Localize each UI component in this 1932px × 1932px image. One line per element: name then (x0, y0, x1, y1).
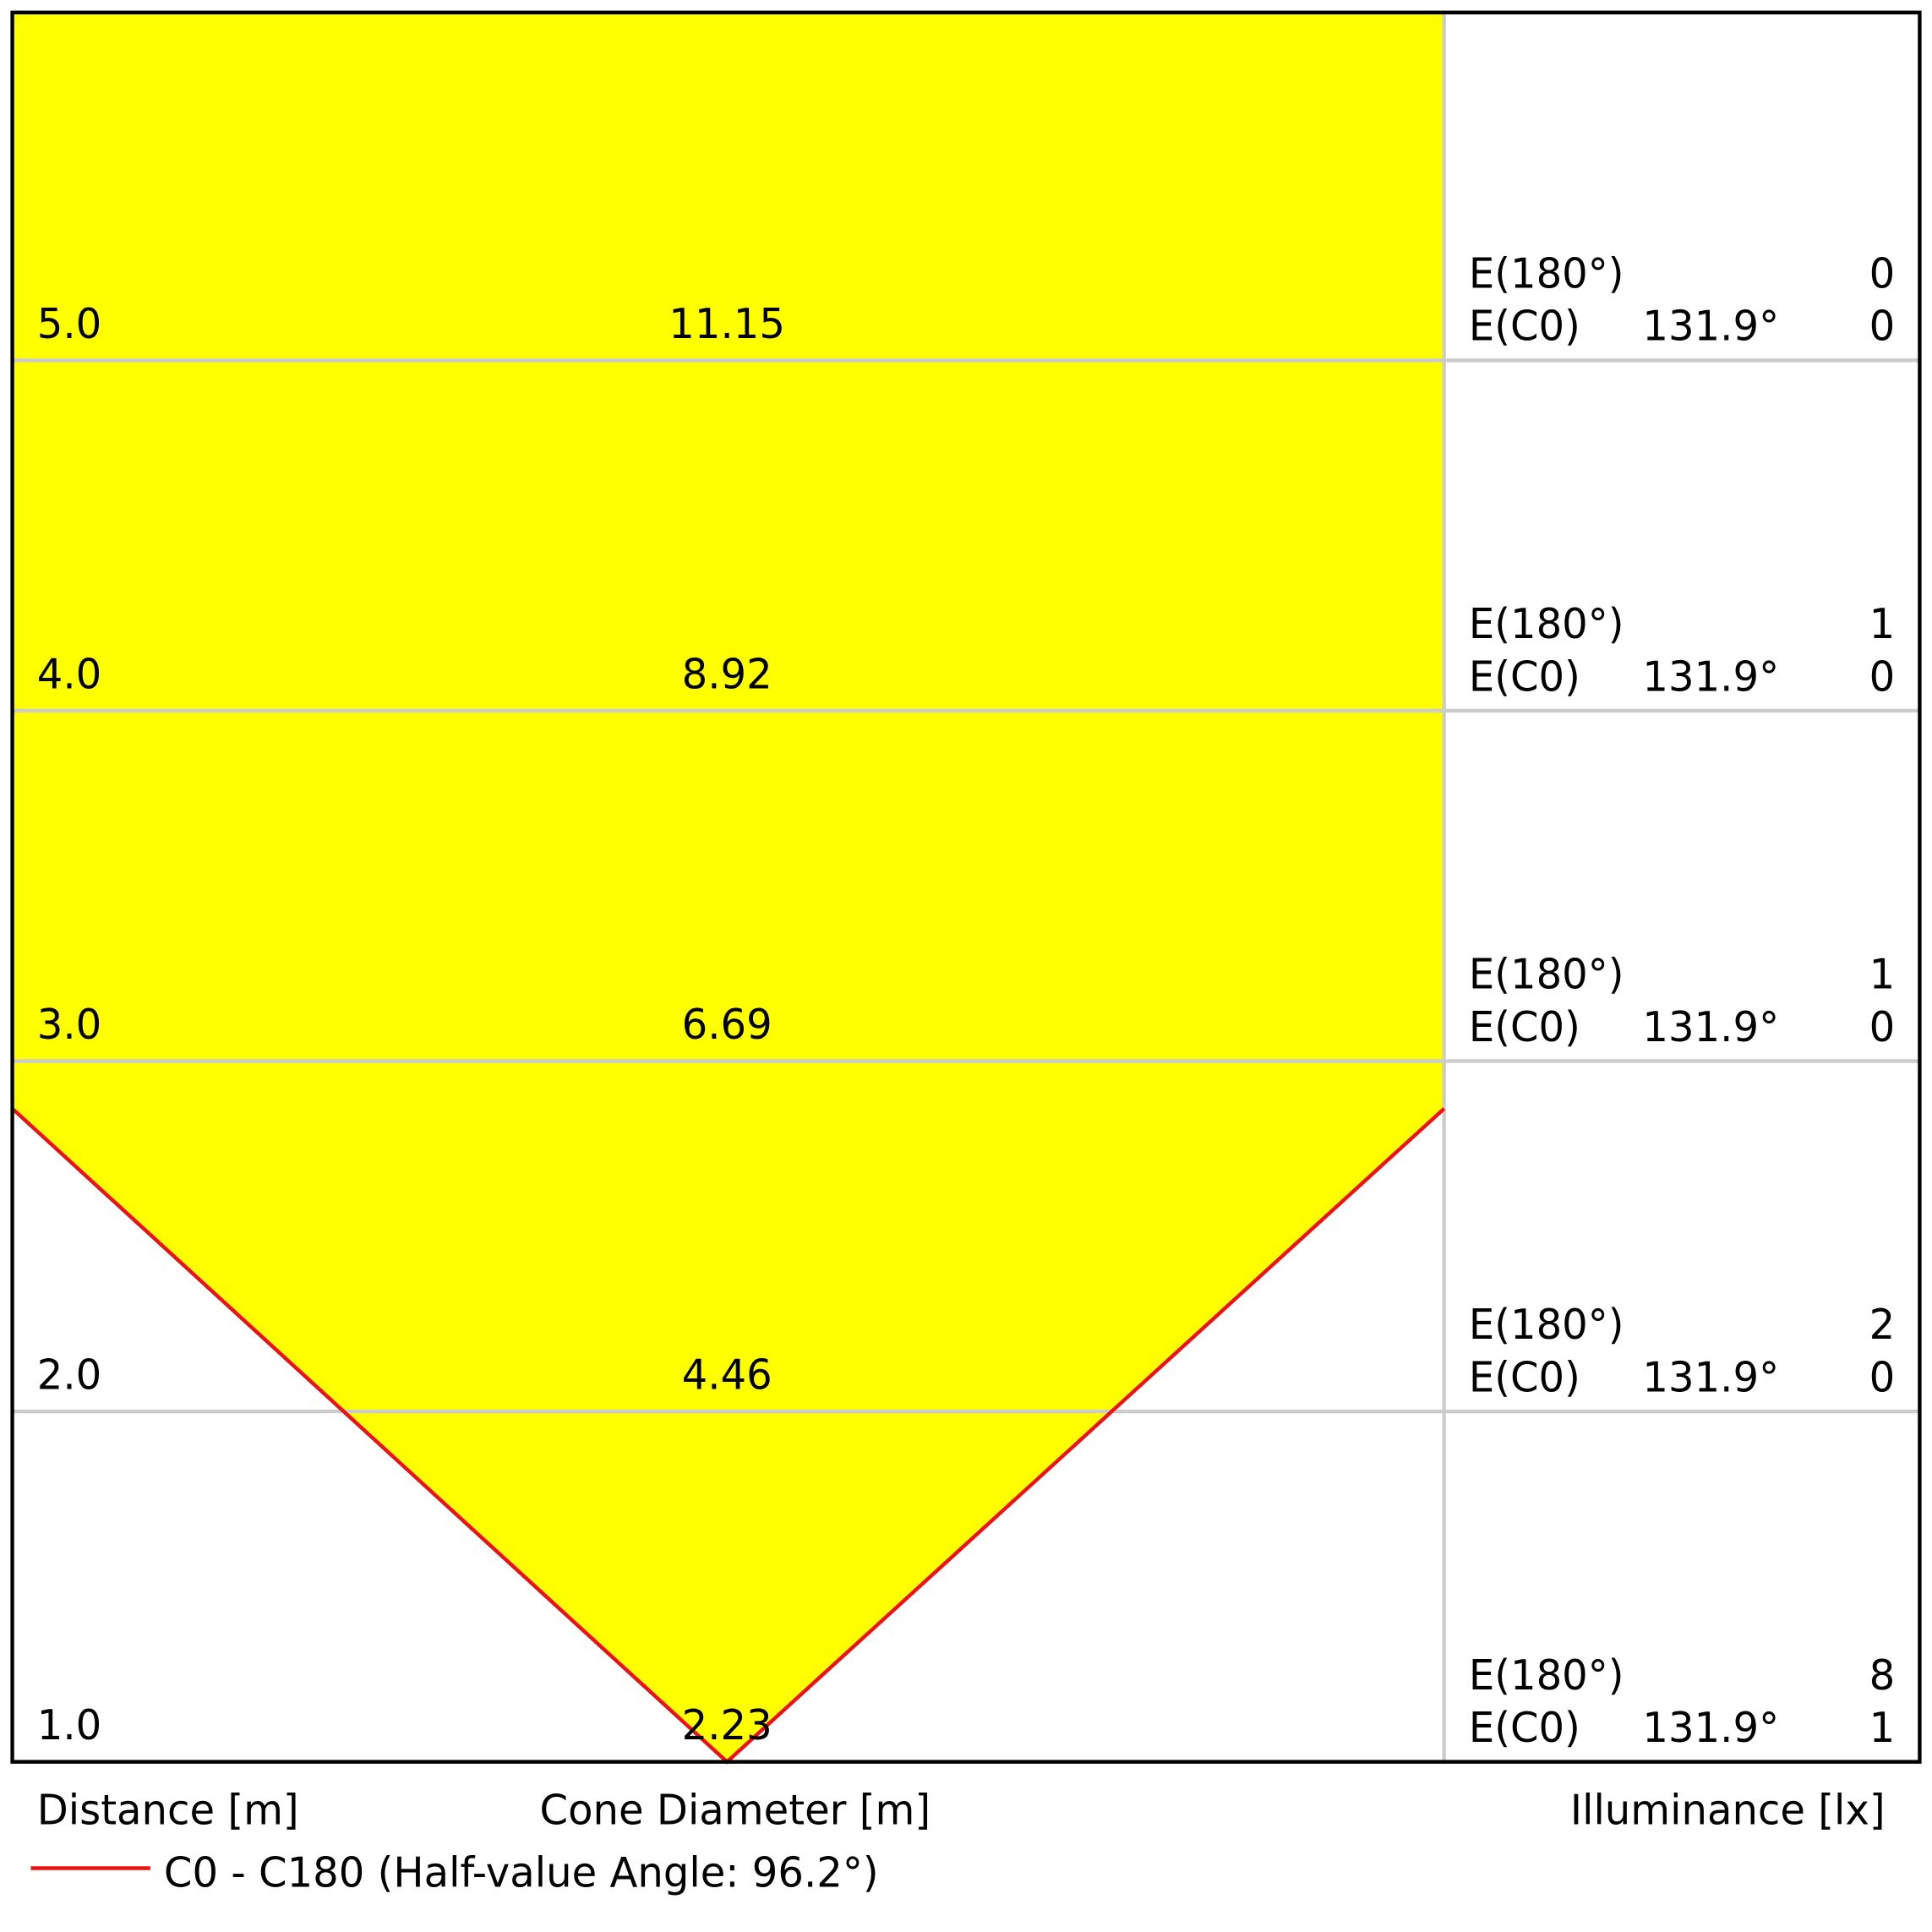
cone-diameter: 6.69 (682, 1001, 772, 1049)
ec0-angle: 131.9° (1642, 1705, 1779, 1752)
ec0-value: 0 (1869, 1354, 1896, 1401)
ec0-label: E(C0) (1469, 653, 1580, 701)
distance: 1.0 (37, 1702, 101, 1749)
ec0-value: 0 (1869, 653, 1896, 701)
cone-diameter: 11.15 (669, 300, 785, 347)
cone-diameter: 2.23 (682, 1702, 772, 1749)
ec0-label: E(C0) (1469, 1354, 1580, 1401)
diameter-label: Cone Diameter [m] (540, 1787, 931, 1834)
legend-label: C0 - C180 (Half-value Angle: 96.2°) (164, 1849, 879, 1897)
e180-value: 1 (1869, 601, 1896, 648)
illuminance-label: Illuminance [lx] (1570, 1787, 1886, 1834)
e180-label: E(180°) (1469, 1302, 1624, 1349)
e180-value: 0 (1869, 250, 1896, 297)
distance: 3.0 (37, 1001, 101, 1049)
distance: 2.0 (37, 1351, 101, 1399)
ec0-label: E(C0) (1469, 1705, 1580, 1752)
distance: 4.0 (37, 651, 101, 698)
ec0-value: 0 (1869, 303, 1896, 350)
ec0-angle: 131.9° (1642, 1003, 1779, 1051)
e180-label: E(180°) (1469, 951, 1624, 998)
ec0-label: E(C0) (1469, 1003, 1580, 1051)
frame (10, 10, 1922, 1764)
cone-fill (12, 12, 1444, 1762)
e180-value: 2 (1869, 1302, 1896, 1349)
e180-value: 1 (1869, 951, 1896, 998)
cone-diameter: 4.46 (682, 1351, 772, 1399)
ec0-value: 0 (1869, 1003, 1896, 1051)
e180-label: E(180°) (1469, 601, 1624, 648)
e180-value: 8 (1869, 1651, 1896, 1699)
e180-label: E(180°) (1469, 1651, 1624, 1699)
ec0-angle: 131.9° (1642, 1354, 1779, 1401)
row-lines (12, 12, 1920, 1762)
cone-diameter: 8.92 (682, 651, 772, 698)
ec0-angle: 131.9° (1642, 653, 1779, 701)
ec0-value: 1 (1869, 1705, 1896, 1752)
distance-label: Distance [m] (37, 1787, 299, 1834)
e180-label: E(180°) (1469, 250, 1624, 297)
ec0-label: E(C0) (1469, 303, 1580, 350)
ec0-angle: 131.9° (1642, 303, 1779, 350)
distance: 5.0 (37, 300, 101, 347)
